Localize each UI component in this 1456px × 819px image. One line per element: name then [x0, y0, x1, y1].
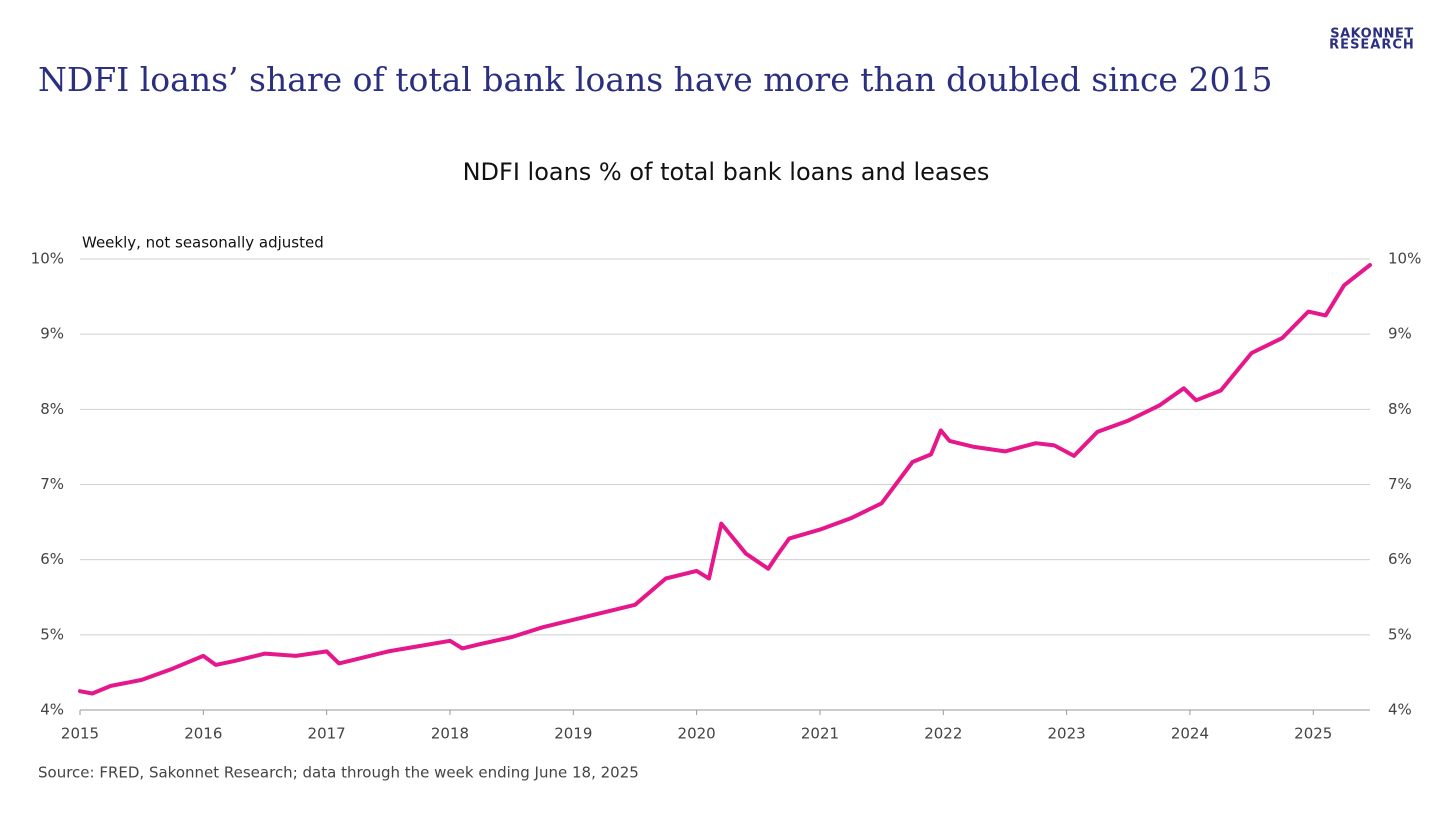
- y-tick-label: 10%: [31, 250, 64, 268]
- y2-tick-label: 5%: [1388, 625, 1412, 643]
- logo: RESEARCH: [1329, 38, 1415, 53]
- chart-title: NDFI loans % of total bank loans and lea…: [463, 158, 990, 186]
- x-tick-label: 2019: [554, 725, 592, 743]
- annotation: Weekly, not seasonally adjusted: [82, 234, 324, 252]
- y2-tick-label: 7%: [1388, 475, 1412, 493]
- x-tick-label: 2022: [924, 725, 962, 743]
- x-tick-label: 2018: [431, 725, 469, 743]
- x-tick-label: 2020: [678, 725, 716, 743]
- y2-tick-label: 9%: [1388, 325, 1412, 343]
- y2-tick-label: 6%: [1388, 550, 1412, 568]
- x-tick-label: 2017: [308, 725, 346, 743]
- y-tick-label: 4%: [40, 701, 64, 719]
- y-tick-label: 5%: [40, 625, 64, 643]
- x-tick-label: 2024: [1171, 725, 1209, 743]
- y2-tick-label: 4%: [1388, 701, 1412, 719]
- source: Source: FRED, Sakonnet Research; data th…: [38, 764, 639, 782]
- x-tick-label: 2023: [1048, 725, 1086, 743]
- y-tick-label: 8%: [40, 400, 64, 418]
- y-tick-label: 9%: [40, 325, 64, 343]
- logo: SAKONNET: [1330, 27, 1413, 42]
- y2-tick-label: 8%: [1388, 400, 1412, 418]
- page-title: NDFI loans’ share of total bank loans ha…: [38, 60, 1272, 99]
- x-tick-label: 2016: [184, 725, 222, 743]
- x-tick-label: 2021: [801, 725, 839, 743]
- y2-tick-label: 10%: [1388, 250, 1421, 268]
- y-tick-label: 6%: [40, 550, 64, 568]
- y-tick-label: 7%: [40, 475, 64, 493]
- x-tick-label: 2025: [1294, 725, 1332, 743]
- data-line: [78, 263, 1372, 696]
- x-tick-label: 2015: [61, 725, 99, 743]
